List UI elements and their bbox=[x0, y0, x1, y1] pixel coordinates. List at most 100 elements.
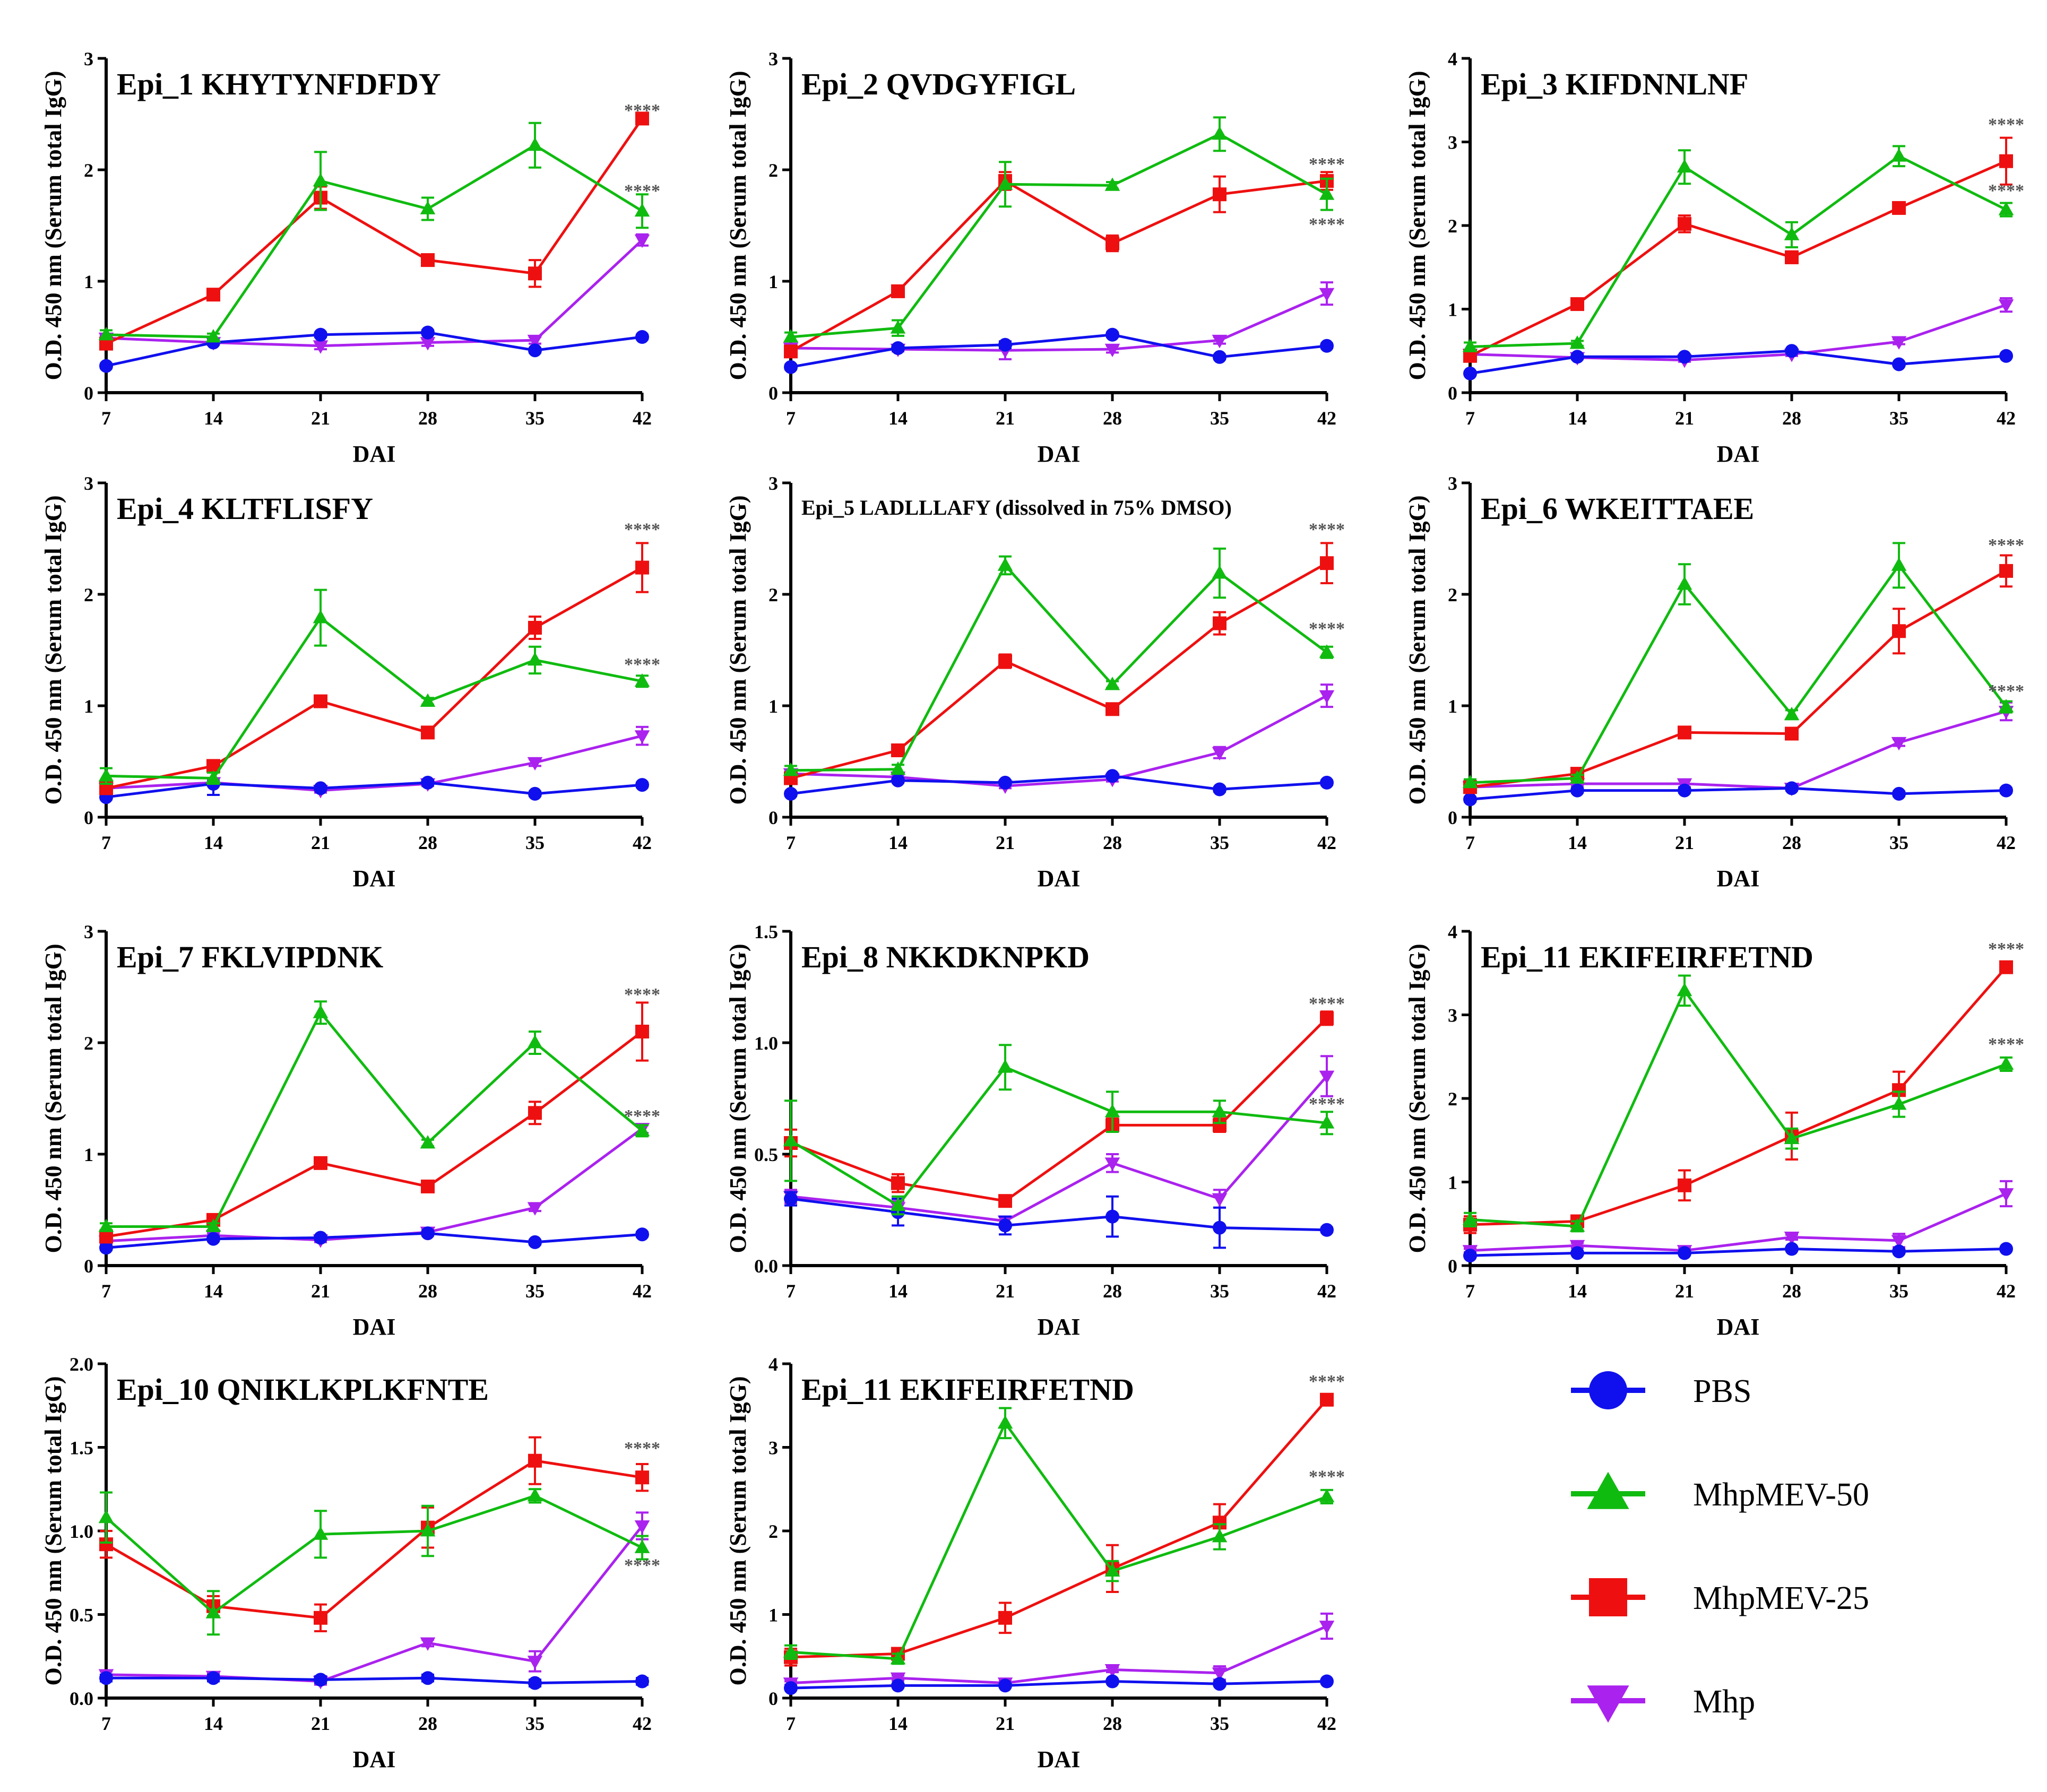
data-point-mhpmev-25 bbox=[528, 621, 542, 635]
x-tick-label: 35 bbox=[525, 832, 545, 853]
y-tick-label: 4 bbox=[768, 1354, 778, 1375]
x-axis-title: DAI bbox=[353, 441, 396, 467]
series-mhp bbox=[783, 281, 1335, 360]
data-point-mhpmev-25 bbox=[314, 694, 327, 708]
data-point-mhp bbox=[634, 1520, 650, 1534]
data-point-pbs bbox=[784, 786, 798, 801]
x-tick-label: 21 bbox=[311, 832, 330, 853]
data-point-mhpmev-25 bbox=[1999, 960, 2013, 974]
data-point-mhpmev-25 bbox=[891, 1176, 905, 1190]
significance-annotation: **** bbox=[1309, 619, 1345, 639]
data-point-mhpmev-50 bbox=[527, 1035, 543, 1049]
data-point-mhp bbox=[1319, 1621, 1335, 1634]
y-tick-label: 1.5 bbox=[754, 921, 778, 942]
data-point-pbs bbox=[1320, 775, 1334, 790]
series-line-mhpmev-50 bbox=[790, 1420, 1327, 1660]
data-point-pbs bbox=[1678, 1246, 1691, 1260]
data-point-mhpmev-50 bbox=[1212, 1529, 1228, 1543]
panel-title: Epi_6 WKEITTAEE bbox=[1481, 491, 1754, 526]
series-line-mhpmev-25 bbox=[105, 117, 644, 345]
data-point-pbs bbox=[1105, 769, 1119, 783]
panel-1: 0 1 2 3 7 14 21 28 35 42 DAI O.D. 450 nm (Serum tot… bbox=[40, 48, 660, 467]
x-tick-label: 14 bbox=[204, 1280, 223, 1302]
data-point-mhpmev-50 bbox=[313, 173, 329, 187]
data-point-pbs bbox=[99, 359, 113, 373]
data-point-mhp bbox=[1998, 1188, 2014, 1202]
y-axis-title: O.D. 450 nm (Serum total IgG) bbox=[725, 1377, 751, 1686]
data-point-pbs bbox=[99, 1241, 113, 1255]
y-tick-label: 2.0 bbox=[70, 1354, 93, 1375]
data-point-mhpmev-25 bbox=[1213, 187, 1227, 202]
series-line-mhpmev-50 bbox=[106, 1010, 643, 1228]
x-tick-label: 35 bbox=[525, 408, 545, 429]
x-tick-label: 28 bbox=[1782, 832, 1801, 853]
x-tick-label: 14 bbox=[1568, 832, 1587, 853]
y-tick-label: 2 bbox=[84, 160, 93, 181]
data-point-mhpmev-50 bbox=[1677, 576, 1692, 590]
data-point-mhpmev-50 bbox=[783, 1132, 799, 1147]
x-tick-label: 42 bbox=[1317, 1713, 1336, 1734]
data-point-mhpmev-50 bbox=[1104, 1104, 1120, 1118]
y-axis-title: O.D. 450 nm (Serum total IgG) bbox=[1404, 496, 1430, 805]
x-tick-label: 14 bbox=[888, 1280, 908, 1302]
data-point-mhpmev-50 bbox=[1569, 1218, 1585, 1232]
data-point-mhpmev-25 bbox=[891, 743, 905, 757]
data-point-mhp bbox=[1319, 690, 1335, 704]
y-tick-label: 3 bbox=[1448, 473, 1457, 494]
data-point-pbs bbox=[206, 1671, 220, 1685]
data-point-mhpmev-50 bbox=[1784, 1130, 1800, 1144]
y-tick-label: 1 bbox=[1448, 1172, 1457, 1193]
panel-title: Epi_11 EKIFEIRFETND bbox=[801, 1372, 1134, 1407]
x-tick-label: 7 bbox=[101, 1713, 111, 1734]
data-point-mhpmev-50 bbox=[1677, 159, 1692, 173]
data-point-mhpmev-50 bbox=[1998, 699, 2014, 713]
y-tick-label: 0 bbox=[768, 383, 778, 404]
data-point-pbs bbox=[891, 773, 905, 787]
data-point-mhpmev-25 bbox=[528, 1106, 542, 1120]
series-mhp bbox=[783, 1055, 1335, 1229]
y-tick-label: 0.0 bbox=[754, 1256, 778, 1277]
series-mhpmev-50 bbox=[1462, 974, 2014, 1233]
series-line-pbs bbox=[106, 781, 643, 799]
series-line-pbs bbox=[790, 1197, 1327, 1232]
series-line-mhpmev-25 bbox=[1470, 569, 2007, 789]
legend-marker-mhpmev-50 bbox=[1587, 1471, 1629, 1509]
data-point-pbs bbox=[1320, 1674, 1334, 1689]
series-line-mhpmev-25 bbox=[790, 179, 1327, 353]
y-tick-label: 1.0 bbox=[70, 1521, 93, 1542]
significance-annotation: **** bbox=[624, 1439, 660, 1458]
y-axis-title: O.D. 450 nm (Serum total IgG) bbox=[725, 496, 751, 805]
data-point-mhpmev-25 bbox=[1892, 201, 1906, 215]
y-axis-title: O.D. 450 nm (Serum total IgG) bbox=[1404, 944, 1430, 1253]
x-tick-label: 28 bbox=[1103, 1280, 1122, 1302]
y-tick-label: 2 bbox=[768, 1521, 778, 1542]
x-tick-label: 35 bbox=[1210, 832, 1229, 853]
legend-item-mhpmev-25: MhpMEV-25 bbox=[1571, 1578, 1869, 1616]
data-point-mhpmev-25 bbox=[891, 284, 905, 298]
significance-annotation: **** bbox=[624, 101, 660, 120]
data-point-mhp bbox=[634, 730, 650, 744]
data-point-mhpmev-50 bbox=[783, 1644, 799, 1658]
data-point-mhp bbox=[527, 1656, 543, 1669]
x-tick-label: 42 bbox=[1317, 408, 1336, 429]
data-point-mhpmev-50 bbox=[205, 1218, 221, 1232]
significance-annotation: **** bbox=[1309, 154, 1345, 174]
panel-title: Epi_8 NKKDKNPKD bbox=[801, 940, 1090, 974]
x-tick-label: 42 bbox=[1997, 1280, 2016, 1302]
panel-title: Epi_1 KHYTYNFDFDY bbox=[117, 67, 441, 101]
data-point-mhpmev-25 bbox=[1785, 250, 1799, 264]
x-tick-label: 21 bbox=[996, 1280, 1015, 1302]
data-point-mhp bbox=[1104, 343, 1120, 358]
data-point-mhp bbox=[527, 334, 543, 349]
data-point-mhpmev-50 bbox=[1784, 706, 1800, 721]
data-point-pbs bbox=[784, 1681, 798, 1695]
x-tick-label: 7 bbox=[1465, 1280, 1475, 1302]
legend-label: PBS bbox=[1693, 1373, 1751, 1409]
y-tick-label: 3 bbox=[84, 473, 93, 494]
series-mhpmev-50 bbox=[783, 116, 1335, 343]
significance-annotation: **** bbox=[1309, 1372, 1345, 1391]
x-tick-label: 42 bbox=[633, 408, 652, 429]
x-tick-label: 7 bbox=[1465, 832, 1475, 853]
series-line-mhp bbox=[106, 1525, 643, 1683]
x-tick-label: 7 bbox=[1465, 408, 1475, 429]
